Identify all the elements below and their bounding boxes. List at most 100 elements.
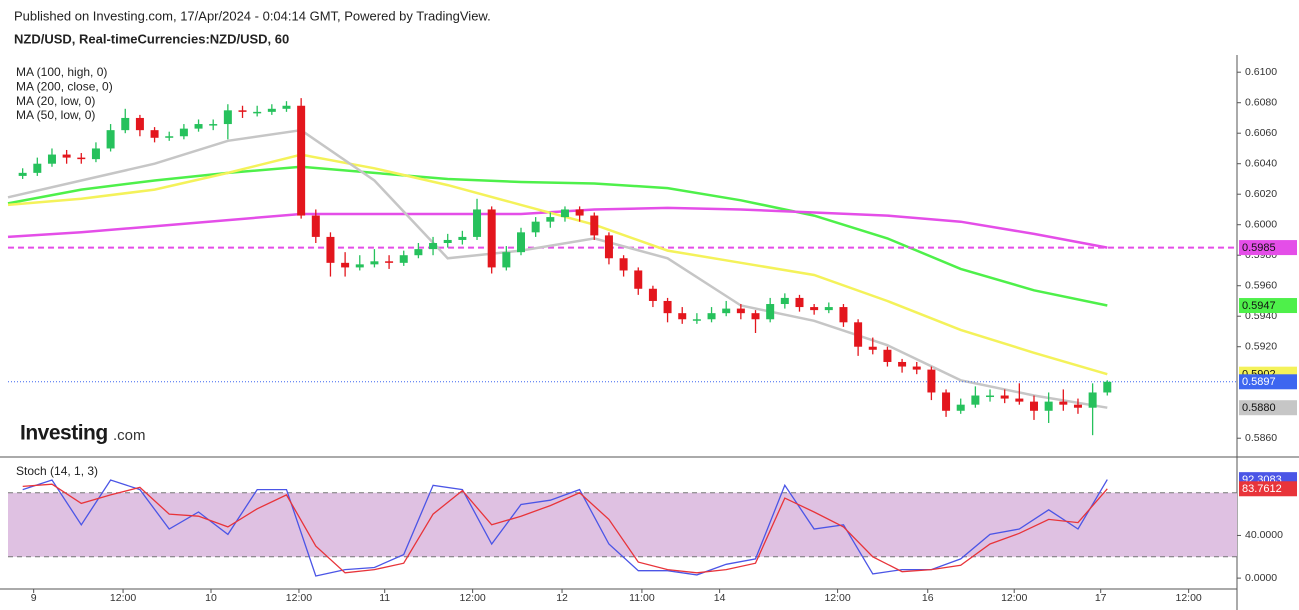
candle-body: [253, 111, 262, 114]
candle-body: [619, 258, 628, 271]
candle-body: [531, 221, 540, 233]
watermark-suffix: .com: [113, 427, 146, 444]
candle-body: [854, 322, 863, 347]
last-value-label-bg: [1239, 298, 1297, 314]
last-value-label-bg: [1239, 481, 1297, 497]
candle-body: [692, 319, 701, 321]
x-tick-label: 11: [379, 592, 390, 604]
candle-body: [238, 110, 247, 112]
candle-body: [77, 157, 86, 160]
candle-body: [1059, 401, 1068, 405]
candle-body: [282, 105, 291, 109]
candle-body: [736, 308, 745, 314]
legend-entry: MA (100, high, 0): [16, 65, 107, 79]
candle-body: [18, 172, 27, 176]
candle-body: [707, 313, 716, 320]
legend-entry: MA (50, low, 0): [16, 108, 95, 122]
last-value-label-bg: [1239, 400, 1297, 416]
x-tick-label: 17: [1095, 592, 1107, 604]
candle-body: [795, 297, 804, 308]
candle-body: [678, 313, 687, 320]
candle-body: [355, 264, 364, 268]
y-tick-label: 0.6040: [1245, 157, 1277, 169]
indicator-line: [7, 206, 1108, 249]
candle-body: [414, 249, 423, 256]
candle-body: [458, 236, 467, 240]
candle-body: [47, 154, 56, 164]
last-value-label: 0.5880: [1242, 402, 1276, 414]
candle-body: [766, 304, 775, 320]
y-tick-label: 0.0000: [1245, 572, 1277, 584]
y-tick-label: 0.6020: [1245, 188, 1277, 200]
price-label: 0.5897: [1242, 376, 1276, 388]
indicator-line: [7, 165, 1108, 307]
candle-body: [121, 117, 130, 131]
candle-body: [883, 349, 892, 362]
candle-body: [1044, 401, 1053, 411]
candle-body: [150, 130, 159, 138]
candle-body: [590, 215, 599, 236]
y-tick-label: 40.0000: [1245, 529, 1283, 541]
y-tick-label: 0.6080: [1245, 96, 1277, 108]
x-tick-label: 12:00: [1175, 592, 1201, 604]
pane: [8, 479, 1237, 577]
pane: [7, 98, 1237, 436]
candle-body: [722, 308, 731, 314]
x-tick-label: 10: [205, 592, 217, 604]
candle-body: [1029, 401, 1038, 411]
x-tick-label: 12:00: [824, 592, 850, 604]
stoch-band: [8, 492, 1237, 557]
price-label-bg: [1239, 374, 1297, 390]
candle-body: [297, 105, 306, 216]
candle-body: [1073, 404, 1082, 408]
candle-body: [956, 404, 965, 411]
pane-title: Stoch (14, 1, 3): [16, 464, 98, 478]
candle-body: [165, 136, 174, 138]
y-tick-label: 0.5960: [1245, 279, 1277, 291]
candle-body: [971, 395, 980, 405]
candle-body: [986, 395, 995, 398]
watermark-brand: Investing: [20, 422, 108, 445]
candle-body: [839, 307, 848, 323]
x-tick-label: 16: [922, 592, 934, 604]
y-tick-label: 0.6000: [1245, 218, 1277, 230]
legend-entry: MA (20, low, 0): [16, 94, 95, 108]
x-tick-label: 12: [556, 592, 568, 604]
x-tick-label: 14: [714, 592, 726, 604]
candle-body: [91, 148, 100, 160]
candle-body: [516, 232, 525, 253]
candle-body: [209, 124, 218, 126]
indicator-line: [22, 483, 1108, 574]
candle-body: [1015, 398, 1024, 402]
candle-body: [604, 235, 613, 259]
candle-body: [487, 209, 496, 268]
candle-body: [502, 252, 511, 268]
candle-body: [179, 128, 188, 137]
candle-body: [1088, 392, 1097, 408]
candle-body: [399, 255, 408, 263]
last-value-label: 0.5947: [1242, 300, 1276, 312]
candle-body: [223, 110, 232, 125]
candle-body: [311, 215, 320, 237]
candle-body: [560, 209, 569, 218]
candle-body: [106, 130, 115, 149]
candle-body: [546, 217, 555, 222]
candle-body: [1000, 395, 1009, 399]
candle-body: [326, 236, 335, 263]
x-tick-label: 12:00: [286, 592, 312, 604]
candle-body: [33, 163, 42, 173]
y-tick-label: 0.5860: [1245, 432, 1277, 444]
candle-body: [385, 261, 394, 263]
candle-body: [663, 300, 672, 314]
candle-body: [824, 307, 833, 311]
legend-entry: MA (200, close, 0): [16, 79, 113, 93]
candle-body: [927, 369, 936, 393]
candle-body: [868, 346, 877, 350]
candle-body: [443, 239, 452, 244]
candle-body: [370, 261, 379, 265]
candle-body: [810, 307, 819, 311]
x-tick-label: 12:00: [459, 592, 485, 604]
published-note: Published on Investing.com, 17/Apr/2024 …: [14, 8, 491, 23]
candle-body: [341, 262, 350, 268]
